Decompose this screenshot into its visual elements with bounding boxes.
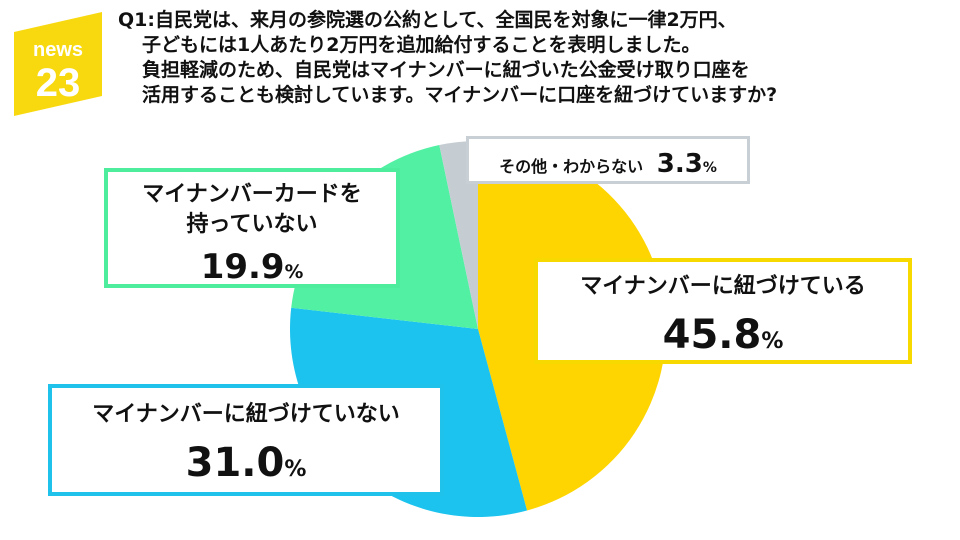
news23-logo: news 23	[14, 12, 102, 116]
question-line: 負担軽減のため、自民党はマイナンバーに紐づいた公金受け取り口座を	[142, 59, 750, 81]
slice-label-no-card-line2: 持っていない	[186, 212, 318, 237]
percent-unit: %	[284, 262, 304, 283]
slice-value-linked: 45.8%	[538, 312, 908, 365]
percent-unit: %	[702, 160, 717, 176]
slice-value-no-card: 19.9%	[108, 248, 396, 292]
question-line: Q1:自民党は、来月の参院選の公約として、全国民を対象に一律2万円、	[118, 9, 737, 31]
callout-other: その他・わからない 3.3%	[466, 136, 750, 184]
question-line: 活用することも検討しています。マイナンバーに口座を紐づけていますか?	[142, 84, 778, 106]
slice-label-other: その他・わからない	[499, 157, 644, 176]
question-line: 子どもには1人あたり2万円を追加給付することを表明しました。	[142, 34, 701, 56]
pie-slice-other	[439, 141, 478, 329]
value-number: 3.3	[656, 149, 703, 179]
logo-background	[14, 12, 102, 116]
slice-label-no-card-line1: マイナンバーカードを	[142, 182, 362, 207]
callout-linked: マイナンバーに紐づけている 45.8%	[534, 258, 912, 364]
percent-unit: %	[761, 329, 784, 354]
logo-name: news	[33, 39, 83, 61]
slice-value-other: 3.3%	[657, 149, 717, 179]
value-number: 45.8	[662, 312, 762, 358]
percent-unit: %	[284, 457, 307, 482]
logo-number: 23	[36, 61, 81, 105]
slice-label-linked: マイナンバーに紐づけている	[580, 274, 866, 299]
value-number: 31.0	[185, 440, 285, 486]
callout-no-card: マイナンバーカードを 持っていない 19.9%	[104, 168, 400, 288]
slice-label-unlinked: マイナンバーに紐づけていない	[92, 402, 400, 427]
callout-unlinked: マイナンバーに紐づけていない 31.0%	[48, 384, 444, 496]
slice-value-unlinked: 31.0%	[52, 440, 440, 493]
value-number: 19.9	[200, 247, 285, 287]
question-text: Q1:自民党は、来月の参院選の公約として、全国民を対象に一律2万円、 子どもには…	[118, 8, 938, 108]
